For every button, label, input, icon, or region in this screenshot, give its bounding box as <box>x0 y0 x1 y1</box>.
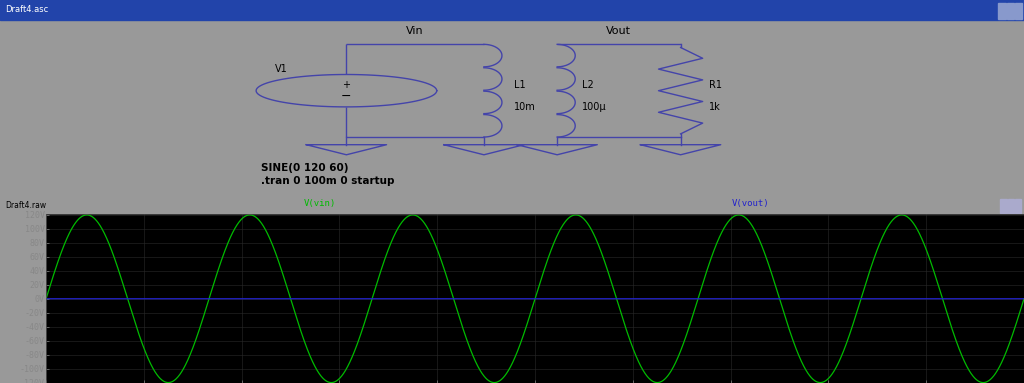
Bar <box>1015 3 1022 19</box>
Text: L2: L2 <box>583 80 594 90</box>
Text: 10m: 10m <box>514 102 536 112</box>
Text: −: − <box>341 90 351 103</box>
Text: .tran 0 100m 0 startup: .tran 0 100m 0 startup <box>261 176 394 186</box>
Bar <box>998 3 1006 19</box>
Bar <box>1000 199 1007 213</box>
Text: +: + <box>342 80 350 90</box>
Text: SINE(0 120 60): SINE(0 120 60) <box>261 163 348 173</box>
Text: 100μ: 100μ <box>583 102 607 112</box>
Text: Vout: Vout <box>606 26 632 36</box>
Text: V(vout): V(vout) <box>731 199 769 208</box>
Text: Vin: Vin <box>407 26 424 36</box>
Bar <box>1007 3 1014 19</box>
Bar <box>1008 199 1014 213</box>
Text: Draft4.asc: Draft4.asc <box>5 5 48 14</box>
Bar <box>1015 199 1021 213</box>
Text: V1: V1 <box>274 64 288 74</box>
Bar <box>0 0 1024 20</box>
Text: V(vin): V(vin) <box>304 199 336 208</box>
Text: 1k: 1k <box>709 102 721 112</box>
Text: L1: L1 <box>514 80 525 90</box>
Text: Draft4.raw: Draft4.raw <box>5 201 46 210</box>
Text: R1: R1 <box>709 80 722 90</box>
